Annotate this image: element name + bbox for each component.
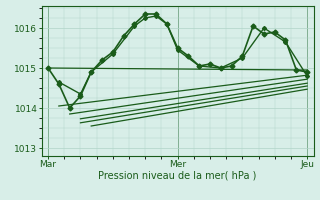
X-axis label: Pression niveau de la mer( hPa ): Pression niveau de la mer( hPa ) — [99, 171, 257, 181]
